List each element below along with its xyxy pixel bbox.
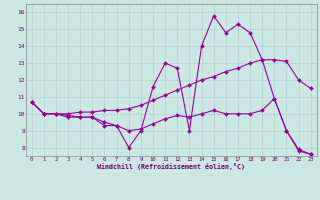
X-axis label: Windchill (Refroidissement éolien,°C): Windchill (Refroidissement éolien,°C) [97, 163, 245, 170]
